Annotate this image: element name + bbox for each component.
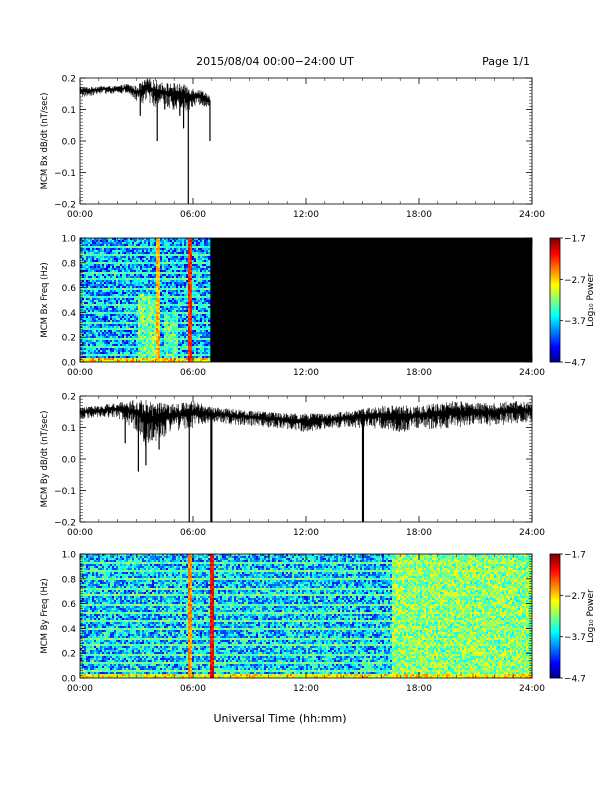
y-tick-label: 0.4	[62, 309, 77, 319]
colorbar-label: Log₁₀ Power	[586, 589, 596, 643]
y-tick-label: 0.6	[62, 284, 77, 294]
y-tick-label: −0.1	[54, 169, 76, 179]
y-tick-label: 0.2	[62, 393, 76, 403]
series-trace	[79, 400, 533, 446]
colorbar: −4.7 −3.7 −2.7 −1.7 Log₁₀ Power	[549, 235, 596, 369]
page-indicator: Page 1/1	[482, 55, 530, 68]
panel-4: −4.7 −3.7 −2.7 −1.7 Log₁₀ Power 0.0 0.2 0.4 0.6 0…	[40, 551, 596, 695]
colorbar-tick-label: −4.7	[564, 359, 586, 369]
colorbar-tick-label: −2.7	[564, 276, 586, 286]
x-tick-label: 06:00	[180, 368, 206, 378]
y-tick-label: 1.0	[62, 235, 77, 245]
x-tick-label: 06:00	[180, 210, 206, 220]
y-axis-label: MCM Bx Freq (Hz)	[40, 262, 50, 337]
x-tick-label: 00:00	[67, 368, 93, 378]
y-axis-label: MCM By dB/dt (nT/sec)	[40, 411, 50, 508]
colorbar: −4.7 −3.7 −2.7 −1.7 Log₁₀ Power	[549, 551, 596, 685]
x-tick-label: 00:00	[67, 528, 93, 538]
y-tick-label: 0.8	[62, 575, 77, 585]
x-tick-label: 24:00	[519, 528, 545, 538]
y-tick-label: 0.6	[62, 600, 77, 610]
y-tick-label: 0.4	[62, 625, 77, 635]
x-tick-label: 24:00	[519, 368, 545, 378]
panels: −0.2 −0.1 0.0 0.1 0.2 00:00 06:00 12:00 18:00 24:…	[40, 75, 596, 695]
colorbar-tick-label: −1.7	[564, 235, 586, 245]
x-tick-label: 12:00	[293, 684, 319, 694]
colorbar-tick-label: −3.7	[564, 633, 586, 643]
x-tick-label: 12:00	[293, 528, 319, 538]
panel-2: −4.7 −3.7 −2.7 −1.7 Log₁₀ Power 0.0 0.2 0.4 0.6 0…	[40, 235, 596, 379]
x-tick-label: 12:00	[293, 210, 319, 220]
y-tick-label: 1.0	[62, 551, 77, 561]
x-tick-label: 18:00	[406, 368, 432, 378]
colorbar-tick-label: −3.7	[564, 317, 586, 327]
x-tick-label: 18:00	[406, 528, 432, 538]
x-tick-label: 18:00	[406, 684, 432, 694]
spectrogram-cells	[80, 238, 211, 363]
colorbar-tick-label: −2.7	[564, 592, 586, 602]
series-trace	[79, 78, 210, 113]
y-tick-label: 0.1	[62, 424, 76, 434]
x-tick-label: 00:00	[67, 684, 93, 694]
plot-title: 2015/08/04 00:00−24:00 UT	[196, 55, 354, 68]
y-tick-label: 0.0	[62, 675, 77, 685]
x-tick-label: 06:00	[180, 684, 206, 694]
plot-frame	[79, 77, 533, 205]
y-tick-label: 0.1	[62, 106, 76, 116]
x-tick-label: 06:00	[180, 528, 206, 538]
x-tick-label: 24:00	[519, 210, 545, 220]
y-tick-label: 0.0	[62, 456, 77, 466]
y-tick-label: −0.2	[54, 201, 76, 211]
y-tick-label: −0.1	[54, 487, 76, 497]
y-tick-label: 0.2	[62, 334, 76, 344]
x-tick-label: 12:00	[293, 368, 319, 378]
x-tick-label: 00:00	[67, 210, 93, 220]
y-tick-label: 0.8	[62, 259, 77, 269]
y-tick-label: −0.2	[54, 519, 76, 529]
y-tick-label: 0.0	[62, 138, 77, 148]
y-tick-label: 0.0	[62, 359, 77, 369]
y-tick-label: 0.2	[62, 75, 76, 85]
x-axis-label: Universal Time (hh:mm)	[214, 712, 347, 725]
panel-3: −0.2 −0.1 0.0 0.1 0.2 00:00 06:00 12:00 18:00 24:…	[40, 393, 545, 539]
panel-1: −0.2 −0.1 0.0 0.1 0.2 00:00 06:00 12:00 18:00 24:…	[40, 75, 545, 221]
spectrogram-cells	[80, 554, 533, 679]
colorbar-tick-label: −1.7	[564, 551, 586, 561]
colorbar-label: Log₁₀ Power	[586, 273, 596, 327]
y-axis-label: MCM By Freq (Hz)	[40, 578, 50, 653]
y-axis-label: MCM Bx dB/dt (nT/sec)	[40, 93, 50, 190]
colorbar-tick-label: −4.7	[564, 675, 586, 685]
x-tick-label: 24:00	[519, 684, 545, 694]
y-tick-label: 0.2	[62, 650, 76, 660]
x-tick-label: 18:00	[406, 210, 432, 220]
